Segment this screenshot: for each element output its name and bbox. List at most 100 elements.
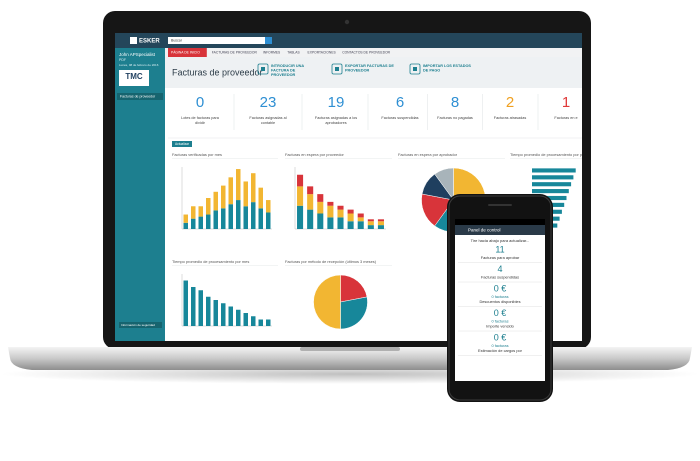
nav-tab[interactable]: PÁGINA DE INICIO bbox=[171, 51, 200, 55]
logo: ESKER bbox=[139, 39, 160, 45]
menu-item[interactable] bbox=[117, 93, 163, 100]
phone-speaker bbox=[488, 204, 512, 206]
page-title: Facturas de proveedor bbox=[172, 67, 263, 77]
bar bbox=[297, 186, 304, 206]
action-label[interactable]: EXPORTAR FACTURAS DE bbox=[345, 64, 394, 68]
bar bbox=[251, 173, 256, 203]
laptop-screen: ESKER Buscar John APSpecialist PDF Lunes… bbox=[115, 33, 598, 341]
bar bbox=[266, 319, 271, 326]
bar bbox=[367, 221, 374, 226]
kpi-value: 8 bbox=[451, 94, 459, 111]
bar bbox=[317, 194, 324, 202]
chart-title: Facturas en espera por proveedor bbox=[285, 152, 345, 157]
nav-tab[interactable]: INFORMES bbox=[263, 51, 281, 55]
top-bar bbox=[115, 33, 582, 48]
bar bbox=[243, 181, 248, 207]
search-box[interactable] bbox=[168, 37, 265, 44]
bar bbox=[377, 219, 384, 222]
bar bbox=[327, 201, 334, 206]
bar bbox=[357, 217, 364, 222]
kpi-value: 6 bbox=[396, 94, 404, 111]
chart-title: Facturas verificadas por mes bbox=[172, 152, 222, 157]
bar bbox=[266, 200, 271, 213]
action-icon-inner bbox=[335, 67, 339, 71]
kpi-label: Facturas asignadas al bbox=[249, 116, 286, 120]
search-placeholder: Buscar bbox=[171, 39, 183, 43]
menu-label: Facturas de proveedor bbox=[120, 95, 156, 99]
kpi-label: Facturas en e bbox=[554, 116, 577, 120]
chart-title: Facturas en espera por aprobador bbox=[398, 152, 458, 157]
nav-tab[interactable]: CONTACTOS DE PROVEEDOR bbox=[342, 51, 390, 55]
action-label[interactable]: PROVEEDOR bbox=[271, 73, 296, 77]
action-icon-inner bbox=[413, 67, 417, 71]
bar bbox=[191, 287, 196, 326]
logo-mark bbox=[130, 37, 137, 44]
bar bbox=[236, 200, 241, 229]
user-role: PDF bbox=[119, 58, 126, 62]
kpi-value: 1 bbox=[562, 94, 570, 111]
bar bbox=[532, 182, 572, 187]
bar bbox=[213, 210, 218, 229]
bar bbox=[258, 319, 263, 326]
search-button[interactable] bbox=[265, 37, 272, 44]
chart-title: Tiempo promedio de procesamiento por mes bbox=[172, 259, 249, 264]
bar bbox=[191, 218, 196, 229]
app-title: Panel de control bbox=[468, 227, 501, 232]
bar bbox=[213, 191, 218, 211]
nav-tab[interactable]: FACTURAS DE PROVEEDOR bbox=[212, 51, 258, 55]
nav-tab[interactable]: TABLAS bbox=[287, 51, 300, 55]
phone-edge bbox=[448, 195, 552, 401]
nav-tabs: PÁGINA DE INICIO FACTURAS DE PROVEEDOR INF… bbox=[168, 48, 391, 57]
action-label[interactable]: PROVEEDOR bbox=[345, 69, 370, 73]
bar bbox=[327, 217, 334, 229]
bar bbox=[198, 290, 203, 326]
bar bbox=[532, 189, 569, 194]
action-label[interactable]: FACTURA DE bbox=[271, 69, 296, 73]
action-label[interactable]: DE PAGO bbox=[423, 69, 440, 73]
header bbox=[165, 57, 582, 88]
bar bbox=[367, 219, 374, 222]
phone-kpi-label: 0 facturas bbox=[491, 343, 508, 348]
bar bbox=[357, 213, 364, 218]
pie-slice bbox=[434, 167, 454, 201]
bar bbox=[191, 206, 196, 219]
date: Lunes, 08 de febrero de 2016 bbox=[119, 63, 159, 67]
action-icon[interactable] bbox=[409, 63, 421, 75]
phone-kpi-value: 0 € bbox=[494, 283, 507, 293]
kpi-label: Facturas suspendidas bbox=[381, 116, 418, 120]
action-icon[interactable] bbox=[331, 63, 343, 75]
bar bbox=[297, 174, 304, 187]
bar bbox=[307, 209, 314, 229]
bar bbox=[183, 214, 188, 223]
refresh-button[interactable] bbox=[172, 141, 192, 147]
bar bbox=[347, 221, 354, 229]
phone-kpi-label: 0 facturas bbox=[491, 294, 508, 299]
nav-tab[interactable]: EXPORTACIONES bbox=[308, 51, 337, 55]
kpi-label: contable bbox=[261, 121, 275, 125]
kpi-value: 19 bbox=[328, 94, 345, 111]
sidebar bbox=[115, 48, 165, 341]
camera bbox=[344, 19, 350, 25]
bar bbox=[221, 303, 226, 326]
security-button[interactable] bbox=[119, 322, 162, 328]
action-label[interactable]: INTRODUCIR UNA bbox=[271, 64, 304, 68]
refresh-label: Actualizar bbox=[175, 142, 190, 146]
bar bbox=[243, 206, 248, 229]
kpi-label: dividir bbox=[195, 121, 206, 125]
bar bbox=[206, 296, 211, 326]
phone-kpi-value: 0 € bbox=[494, 308, 507, 318]
bar bbox=[236, 309, 241, 326]
bar bbox=[377, 225, 384, 229]
kpi-value: 23 bbox=[260, 94, 277, 111]
pull-hint: Tire hacia abajo para actualizar... bbox=[471, 238, 530, 243]
nav-tab-active[interactable] bbox=[168, 48, 207, 57]
action-icon[interactable] bbox=[257, 63, 269, 75]
bar bbox=[337, 217, 344, 229]
bar bbox=[297, 205, 304, 229]
action-label[interactable]: IMPORTAR LOS ESTADOS bbox=[423, 64, 471, 68]
kpi-label: Facturas asignadas a los bbox=[315, 116, 357, 120]
bar bbox=[377, 221, 384, 226]
chart-title: Tiempo promedio de procesamiento por pro… bbox=[510, 152, 598, 157]
bar bbox=[213, 300, 218, 326]
